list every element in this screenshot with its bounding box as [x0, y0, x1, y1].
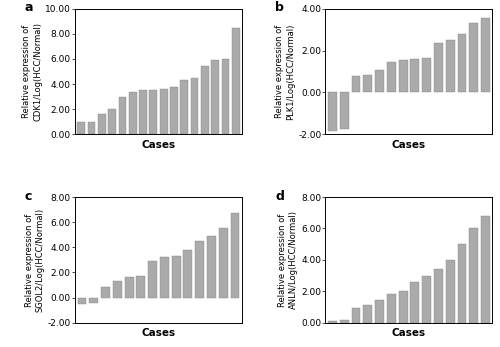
Bar — [136, 276, 145, 298]
Text: b: b — [276, 1, 284, 14]
Bar — [219, 228, 228, 298]
X-axis label: Cases: Cases — [142, 140, 176, 150]
Bar — [124, 278, 134, 298]
Text: a: a — [25, 1, 34, 14]
Text: d: d — [276, 189, 284, 203]
Bar — [98, 114, 106, 134]
Bar — [222, 59, 230, 134]
Bar — [160, 257, 169, 298]
Bar — [170, 86, 178, 134]
Bar — [78, 298, 86, 305]
Bar — [118, 97, 126, 134]
Bar — [328, 92, 337, 131]
Bar — [481, 18, 490, 92]
Bar — [129, 92, 136, 134]
Bar — [352, 308, 360, 323]
Bar — [148, 261, 157, 298]
Bar — [434, 269, 443, 323]
Bar — [180, 80, 188, 134]
Bar — [113, 281, 122, 298]
Bar — [212, 60, 219, 134]
Bar — [230, 213, 239, 298]
Y-axis label: Relative expression of
SGOL2/Log(HCC/Normal): Relative expression of SGOL2/Log(HCC/Nor… — [24, 208, 45, 312]
Bar — [422, 58, 431, 92]
Bar — [481, 216, 490, 323]
Text: c: c — [25, 189, 32, 203]
Bar — [232, 28, 239, 134]
Bar — [398, 291, 407, 323]
Bar — [108, 109, 116, 134]
Bar — [410, 282, 420, 323]
Bar — [446, 40, 454, 92]
Bar — [90, 298, 98, 303]
X-axis label: Cases: Cases — [142, 328, 176, 338]
Y-axis label: Relative expression of
ANLN/Log(HCC/Normal): Relative expression of ANLN/Log(HCC/Norm… — [278, 210, 298, 310]
Bar — [139, 90, 147, 134]
Bar — [398, 60, 407, 92]
Y-axis label: Relative expression of
PLK1/Log(HCC/Normal): Relative expression of PLK1/Log(HCC/Norm… — [275, 23, 295, 120]
Bar — [328, 321, 337, 323]
Bar — [434, 43, 443, 92]
Bar — [150, 90, 157, 134]
Bar — [470, 23, 478, 92]
Bar — [422, 276, 431, 323]
Bar — [184, 250, 192, 298]
Bar — [196, 241, 204, 298]
Bar — [340, 320, 348, 323]
Bar — [352, 76, 360, 92]
Y-axis label: Relative expression of
CDK1/Log(HCC/Normal): Relative expression of CDK1/Log(HCC/Norm… — [22, 22, 42, 121]
Bar — [364, 75, 372, 92]
Bar — [101, 287, 110, 298]
Bar — [387, 295, 396, 323]
Bar — [190, 78, 198, 134]
Bar — [410, 59, 420, 92]
Bar — [387, 62, 396, 92]
Bar — [88, 122, 96, 134]
Bar — [458, 34, 466, 92]
Bar — [458, 244, 466, 323]
Bar — [446, 260, 454, 323]
Bar — [78, 122, 85, 134]
Bar — [201, 67, 209, 134]
Bar — [364, 305, 372, 323]
X-axis label: Cases: Cases — [392, 328, 426, 338]
Bar — [375, 70, 384, 92]
Bar — [207, 236, 216, 298]
Bar — [160, 89, 168, 134]
Bar — [470, 228, 478, 323]
Bar — [375, 300, 384, 323]
Bar — [172, 256, 180, 298]
X-axis label: Cases: Cases — [392, 140, 426, 150]
Bar — [340, 92, 348, 129]
